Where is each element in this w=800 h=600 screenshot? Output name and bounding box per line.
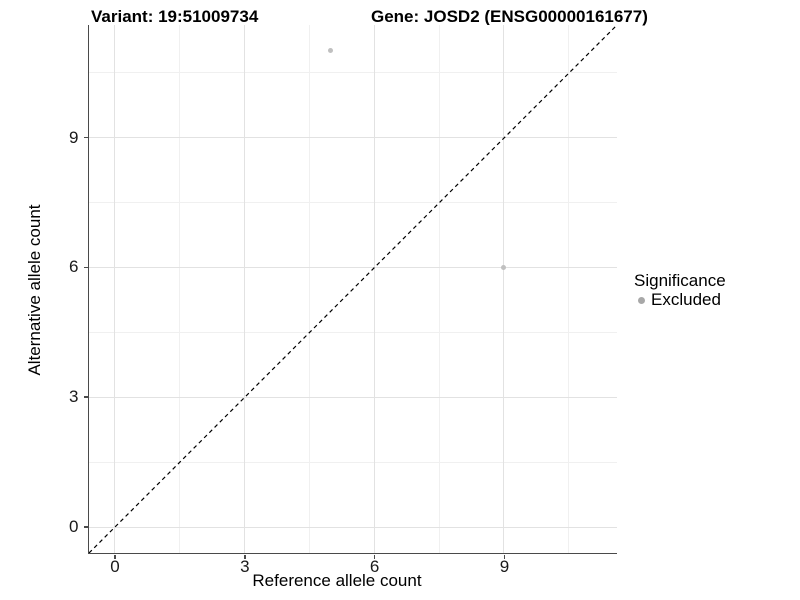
- variant-title: Variant: 19:51009734: [91, 7, 259, 26]
- x-tick-label: 3: [240, 556, 250, 576]
- y-tick: [83, 136, 88, 139]
- y-tick: [83, 526, 88, 528]
- data-point: [328, 48, 334, 54]
- x-tick-label: 6: [369, 556, 380, 576]
- y-tick-label: 6: [69, 257, 79, 277]
- y-tick-label: 9: [69, 127, 79, 147]
- y-tick-label: 0: [69, 517, 79, 537]
- excluded-point-icon: [638, 296, 645, 304]
- x-tick: [503, 554, 506, 559]
- x-tick-label: 0: [110, 556, 120, 576]
- identity-line: [88, 25, 617, 553]
- legend: Significance Excluded: [634, 272, 726, 309]
- x-tick: [244, 554, 246, 559]
- legend-title: Significance: [634, 271, 726, 290]
- y-tick: [83, 396, 88, 398]
- y-tick: [83, 266, 88, 269]
- legend-item-excluded: Excluded: [634, 291, 726, 309]
- x-tick: [114, 554, 116, 559]
- gene-title: Gene: JOSD2 (ENSG00000161677): [371, 7, 648, 26]
- y-tick-label: 3: [69, 387, 79, 407]
- x-axis-title: Reference allele count: [252, 571, 422, 590]
- legend-item-label: Excluded: [651, 290, 721, 309]
- plot-panel: [87, 25, 617, 554]
- y-axis-title: Alternative allele count: [25, 204, 44, 376]
- data-point: [501, 264, 507, 270]
- x-tick: [373, 554, 376, 559]
- x-tick-label: 9: [499, 556, 510, 576]
